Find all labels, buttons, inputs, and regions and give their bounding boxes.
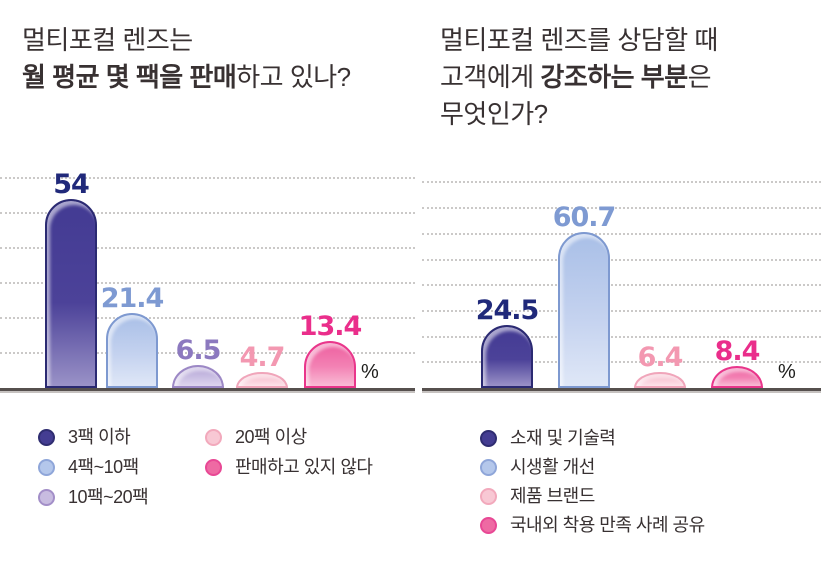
gridline <box>422 335 821 338</box>
legend-swatch-circle <box>480 516 497 534</box>
bar-value-label: 21.4 <box>100 283 165 315</box>
gridline <box>0 317 415 319</box>
bar-value-label: 4.7 <box>239 341 286 373</box>
legend-label: 판매하고 있지 않다 <box>235 457 373 477</box>
percent-unit-label: % <box>778 361 796 383</box>
title-text: 고객에게 <box>440 62 541 92</box>
bar <box>481 325 533 388</box>
bar-value-label: 6.4 <box>637 341 684 373</box>
legend-item: 제품 브랜드 <box>480 487 705 505</box>
legend-label: 제품 브랜드 <box>510 486 595 506</box>
legend-label: 국내외 착용 만족 사례 공유 <box>510 515 705 535</box>
title-text: 멀티포컬 렌즈는 <box>22 25 193 55</box>
gridline <box>422 258 821 261</box>
bar <box>634 371 686 388</box>
gridline <box>0 177 415 179</box>
title-text: 은 <box>687 62 712 92</box>
legend-item: 10팩~20팩 <box>38 487 149 507</box>
legend-item: 시생활 개선 <box>480 458 705 476</box>
bar <box>236 371 288 388</box>
legend-label: 3팩 이하 <box>68 427 131 447</box>
legend-swatch-circle <box>205 428 222 446</box>
legend-swatch-circle <box>38 428 55 446</box>
bar-value-label: 13.4 <box>298 311 363 343</box>
bar-value-label: 6.5 <box>175 335 222 367</box>
legend-swatch-circle <box>205 458 222 476</box>
bar-value-label: 60.7 <box>552 202 617 233</box>
bar <box>558 232 610 388</box>
gridline <box>0 282 415 284</box>
legend-item: 4팩~10팩 <box>38 458 148 476</box>
x-axis-line <box>422 388 821 391</box>
legend-label: 4팩~10팩 <box>68 457 139 477</box>
bar-value-label: 54 <box>53 169 90 200</box>
gridline <box>422 181 821 184</box>
gridline <box>0 352 415 354</box>
legend-label: 20팩 이상 <box>235 427 307 447</box>
legend-column: 3팩 이하 4팩~10팩 10팩~20팩 <box>38 428 149 507</box>
bar <box>711 366 763 388</box>
legend-swatch-circle <box>480 487 497 505</box>
gridline <box>422 207 821 210</box>
x-axis-line <box>0 388 415 391</box>
gridline <box>422 284 821 287</box>
bar <box>304 341 356 388</box>
gridline <box>422 361 821 364</box>
title-text: 하고 있나? <box>236 62 351 92</box>
legend-swatch-circle <box>480 458 497 476</box>
legend-label: 시생활 개선 <box>510 457 595 477</box>
percent-unit-label: % <box>361 361 379 383</box>
title-emphasis-text: 강조하는 부분 <box>540 62 688 92</box>
bar-value-label: 24.5 <box>475 295 540 327</box>
gridline <box>0 212 415 214</box>
legend-swatch-circle <box>38 488 55 506</box>
legend-item: 판매하고 있지 않다 <box>205 457 373 477</box>
title-text: 멀티포컬 렌즈를 상담할 때 <box>440 25 718 55</box>
bar-value-label: 8.4 <box>714 336 761 368</box>
legend-item: 소재 및 기술력 <box>480 429 705 447</box>
title-emphasis-text: 월 평균 몇 팩을 판매 <box>22 62 237 92</box>
bar <box>106 313 158 388</box>
legend-swatch-circle <box>480 429 497 447</box>
gridline <box>422 232 821 235</box>
bar <box>45 199 97 388</box>
title-text: 무엇인가? <box>440 99 548 129</box>
legend-label: 10팩~20팩 <box>68 487 149 507</box>
legend-item: 국내외 착용 만족 사례 공유 <box>480 516 705 534</box>
legend-item: 20팩 이상 <box>205 428 372 446</box>
gridline <box>0 247 415 249</box>
gridline <box>422 309 821 312</box>
legend-label: 소재 및 기술력 <box>510 428 616 448</box>
legend-item: 3팩 이하 <box>38 428 148 446</box>
legend-swatch-circle <box>38 458 55 476</box>
